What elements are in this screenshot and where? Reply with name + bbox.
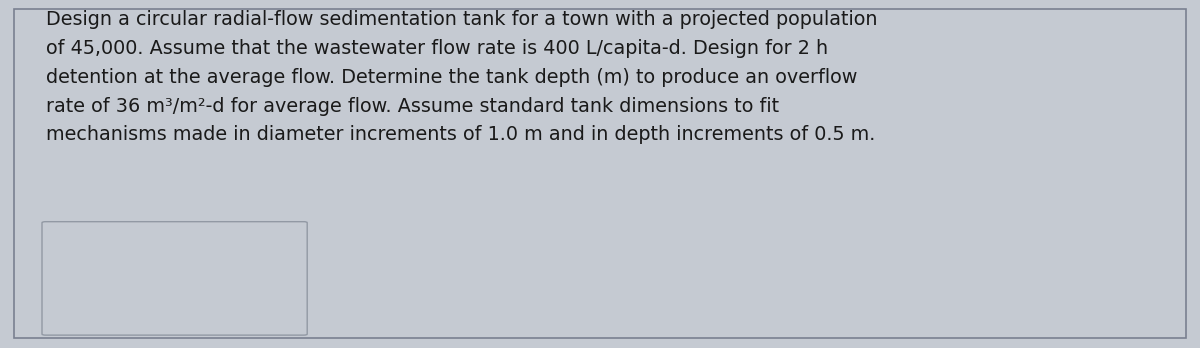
FancyBboxPatch shape [42,222,307,335]
Text: Design a circular radial-flow sedimentation tank for a town with a projected pop: Design a circular radial-flow sedimentat… [46,10,877,144]
